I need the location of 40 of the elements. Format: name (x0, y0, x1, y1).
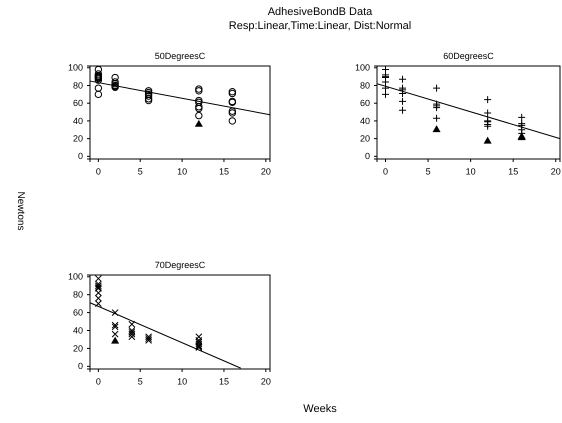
x-tick-label: 15 (508, 166, 518, 176)
x-tick-label: 10 (177, 166, 188, 176)
chart-title: 60DegreesC (443, 51, 494, 61)
text: Weeks (303, 403, 338, 415)
x-tick-label: 0 (383, 166, 388, 176)
x-tick-label: 0 (96, 376, 101, 386)
x-tick-label: 15 (218, 166, 229, 176)
x-tick-label: 20 (260, 166, 271, 176)
x-tick-label: 10 (177, 376, 188, 386)
y-tick-label: 20 (72, 343, 83, 354)
y-tick-label: 40 (72, 325, 83, 336)
text: Resp:Linear,Time:Linear, Dist:Normal (228, 20, 412, 32)
y-tick-label: 0 (78, 361, 83, 372)
y-tick-label: 20 (360, 134, 370, 144)
x-tick-label: 5 (138, 376, 143, 386)
y-tick-label: 80 (72, 80, 83, 90)
x-tick-label: 0 (96, 166, 101, 176)
y-tick-label: 60 (72, 98, 83, 108)
y-tick-label: 100 (354, 62, 370, 73)
y-tick-label: 100 (68, 62, 83, 73)
x-tick-label: 5 (138, 166, 143, 176)
text: AdhesiveBondB Data (268, 6, 374, 18)
y-tick-label: 60 (360, 98, 370, 108)
y-tick-label: 0 (78, 151, 83, 162)
chart-title: 50DegreesC (154, 51, 206, 61)
y-tick-label: 0 (364, 151, 370, 162)
x-tick-label: 5 (426, 166, 431, 176)
text: Newtons (15, 192, 26, 230)
x-tick-label: 15 (218, 376, 229, 386)
y-tick-label: 40 (72, 116, 83, 126)
y-tick-label: 100 (68, 272, 83, 282)
x-tick-label: 20 (550, 166, 561, 176)
y-tick-label: 80 (360, 80, 370, 90)
chart-title: 70DegreesC (154, 260, 206, 270)
y-tick-label: 20 (72, 134, 83, 144)
y-tick-label: 40 (360, 116, 370, 126)
y-tick-label: 80 (72, 290, 83, 300)
y-tick-label: 60 (72, 307, 83, 318)
x-tick-label: 20 (260, 376, 271, 386)
x-tick-label: 10 (466, 166, 476, 176)
